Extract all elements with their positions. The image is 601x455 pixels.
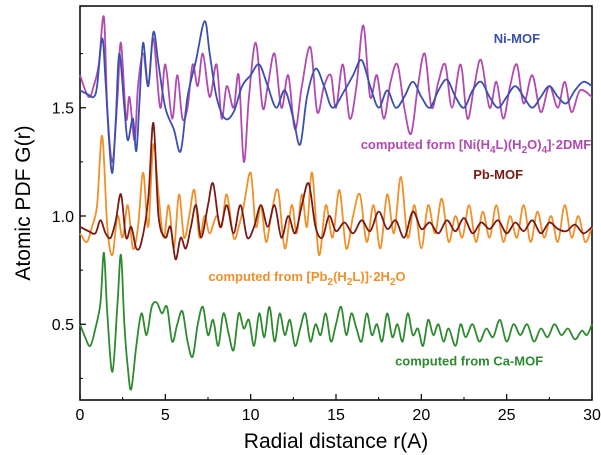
y-axis-ticks: 0.5 1.0 1.5 bbox=[52, 53, 86, 379]
y-axis-label: Atomic PDF G(r) bbox=[12, 125, 35, 280]
annotation-4: computed from Ca-MOF bbox=[395, 353, 543, 368]
x-axis-label: Radial distance r(A) bbox=[244, 430, 428, 453]
series-line-0 bbox=[79, 20, 593, 174]
x-tick-label: 25 bbox=[498, 407, 516, 424]
x-tick-label: 5 bbox=[161, 407, 170, 424]
annotation-2: Pb-MOF bbox=[473, 167, 523, 182]
x-tick-label: 10 bbox=[242, 407, 260, 424]
annotation-layer: Ni-MOF computed form [Ni(H4L)(H2O)4]·2DMF… bbox=[208, 31, 591, 369]
series-line-4 bbox=[79, 251, 593, 391]
annotation-0: Ni-MOF bbox=[494, 31, 540, 46]
series-line-1 bbox=[79, 15, 593, 163]
y-tick-label: 0.5 bbox=[52, 317, 74, 334]
series-layer bbox=[79, 15, 593, 391]
annotation-1: computed form [Ni(H4L)(H2O)4]·2DMF bbox=[361, 137, 592, 156]
y-tick-label: 1.0 bbox=[52, 209, 74, 226]
x-tick-label: 30 bbox=[583, 407, 601, 424]
x-tick-label: 20 bbox=[412, 407, 430, 424]
x-tick-label: 15 bbox=[327, 407, 345, 424]
x-tick-label: 0 bbox=[76, 407, 85, 424]
y-tick-label: 1.5 bbox=[52, 101, 74, 118]
series-line-2 bbox=[79, 121, 593, 261]
annotation-3: computed from [Pb2(H2L)]·2H2O bbox=[208, 269, 405, 288]
x-axis-ticks: 0 5 10 15 20 25 30 bbox=[76, 394, 601, 424]
series-line-3 bbox=[79, 134, 593, 256]
